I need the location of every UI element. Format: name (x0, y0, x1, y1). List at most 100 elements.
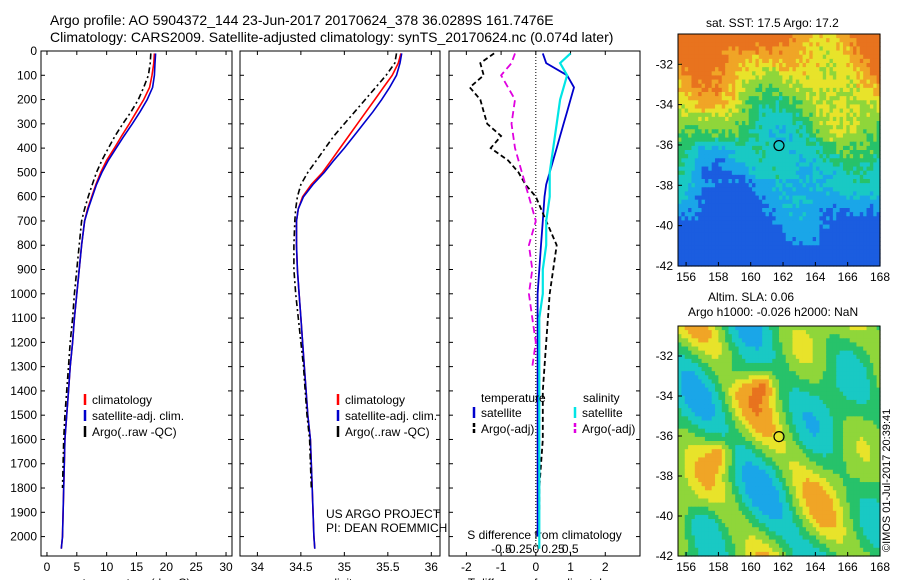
series-line-satellite-adj. clim. (295, 53, 403, 549)
figure-title-line2: Climatology: CARS2009. Satellite-adjuste… (50, 29, 614, 45)
y-tick-label: 1500 (10, 408, 37, 422)
y-tick-label: 300 (17, 117, 37, 131)
y-tick-label: 200 (17, 93, 37, 107)
y-tick-label: 700 (17, 214, 37, 228)
map-x-tick-label: 168 (870, 270, 890, 284)
y-tick-label: 1000 (10, 287, 37, 301)
map-y-tick-label: -34 (656, 98, 674, 112)
figure-title-line1: Argo profile: AO 5904372_144 23-Jun-2017… (50, 12, 554, 28)
x-tick-label: 2 (602, 560, 609, 574)
map-y-tick-label: -38 (656, 469, 674, 483)
y-tick-label: 1400 (10, 384, 37, 398)
series-line-Argo(-adj)-3 (500, 53, 537, 367)
y-tick-label: 1200 (10, 335, 37, 349)
map-y-tick-label: -36 (656, 429, 674, 443)
s-axis-label: S difference from climatology (467, 528, 622, 542)
x-tick-label: 1 (567, 560, 574, 574)
legend-entry: satellite-adj. clim. (345, 409, 437, 423)
sst-map-title: sat. SST: 17.5 Argo: 17.2 (706, 16, 839, 30)
x-axis-label: salinity (322, 576, 359, 580)
series-line-Argo(-adj)-1 (468, 52, 558, 513)
legend-entry: climatology (92, 393, 152, 407)
map-x-tick-label: 164 (805, 560, 825, 574)
s-tick-label: 0.25 (541, 542, 565, 556)
legend-entry: satellite (481, 406, 522, 420)
s-tick-label: -0.5 (491, 542, 512, 556)
y-tick-label: 1300 (10, 360, 37, 374)
map-frame (677, 325, 881, 557)
map-y-tick-label: -34 (656, 389, 674, 403)
map-y-tick-label: -38 (656, 178, 674, 192)
series-line-satellite-2 (538, 52, 572, 549)
y-tick-label: 2000 (10, 530, 37, 544)
map-cells (678, 34, 881, 267)
series-line-Argo(..raw -QC) (61, 53, 152, 489)
y-tick-label: 0 (30, 44, 37, 58)
y-tick-label: 1100 (11, 311, 37, 325)
map-cells (678, 326, 881, 557)
map-x-tick-label: 164 (805, 270, 825, 284)
x-tick-label: -1 (496, 560, 507, 574)
x-axis-label: temperature (deg C) (82, 576, 190, 580)
x-tick-label: 0 (532, 560, 539, 574)
map-y-tick-label: -42 (656, 259, 674, 273)
map-x-tick-label: 166 (838, 560, 858, 574)
map-x-tick-label: 166 (838, 270, 858, 284)
series-line-climatology (60, 53, 156, 549)
map-x-tick-label: 160 (741, 270, 761, 284)
map-frame (677, 33, 881, 267)
map-y-tick-label: -40 (656, 219, 674, 233)
y-tick-label: 500 (17, 165, 37, 179)
map-y-tick-label: -32 (656, 57, 674, 71)
y-tick-label: 100 (17, 68, 37, 82)
legend-entry: Argo(..raw -QC) (345, 425, 430, 439)
x-tick-label: -2 (461, 560, 472, 574)
legend-entry: climatology (345, 393, 405, 407)
series-line-satellite-adj. clim. (60, 53, 157, 549)
map-x-tick-label: 160 (741, 560, 761, 574)
argo-position-marker (773, 431, 785, 443)
s-tick-label: 0 (532, 542, 539, 556)
s-tick-label: 0.5 (562, 542, 579, 556)
map-x-tick-label: 158 (708, 560, 728, 574)
y-tick-label: 600 (17, 190, 37, 204)
legend-entry: Argo(..raw -QC) (92, 425, 177, 439)
map-y-tick-label: -36 (656, 138, 674, 152)
argo-position-marker (773, 139, 785, 152)
legend-entry: satellite-adj. clim. (92, 409, 184, 423)
legend-entry: Argo(-adj) (582, 422, 635, 436)
map-y-tick-label: -40 (656, 509, 674, 523)
panel-frame (239, 50, 441, 557)
x-axis-label: T difference from climatology (468, 576, 622, 580)
map-y-tick-label: -42 (656, 549, 674, 563)
x-tick-label: 25 (190, 560, 204, 574)
x-tick-label: 35.5 (376, 560, 400, 574)
annotation-pi: PI: DEAN ROEMMICH (326, 521, 447, 535)
map-sst_map: 156 158 160 162 164 166 168 -32 -34 -36 -38 -40 -42 (656, 33, 890, 284)
x-tick-label: 35 (338, 560, 352, 574)
map-x-tick-label: 158 (708, 270, 728, 284)
map-x-tick-label: 162 (773, 560, 793, 574)
x-tick-label: 20 (160, 560, 174, 574)
x-tick-label: 36 (425, 560, 439, 574)
y-tick-label: 1600 (10, 432, 37, 446)
x-tick-label: 10 (100, 560, 114, 574)
x-tick-label: 5 (73, 560, 80, 574)
map-x-tick-label: 156 (676, 560, 696, 574)
x-tick-label: 34.5 (289, 560, 313, 574)
y-tick-label: 1800 (10, 481, 37, 495)
legend-entry: Argo(-adj) (481, 422, 534, 436)
y-tick-label: 1900 (10, 505, 37, 519)
profile-panel-temperature: 0100200300400500600700800900100011001200… (10, 44, 233, 580)
x-tick-label: 15 (130, 560, 144, 574)
map-x-tick-label: 168 (870, 560, 890, 574)
x-tick-label: 30 (219, 560, 233, 574)
sla-map-title-line2: Argo h1000: -0.026 h2000: NaN (688, 305, 858, 319)
y-tick-label: 1700 (10, 457, 37, 471)
map-sla_map: 156 158 160 162 164 166 168 -32 -34 -36 -38 -40 -42 (656, 325, 890, 574)
series-line-satellite-0 (536, 53, 575, 537)
panel-frame (40, 50, 233, 557)
map-x-tick-label: 162 (773, 270, 793, 284)
profile-panel-difference: -2 -1 0 1 2 T difference from climatology -0.5… (448, 50, 641, 580)
